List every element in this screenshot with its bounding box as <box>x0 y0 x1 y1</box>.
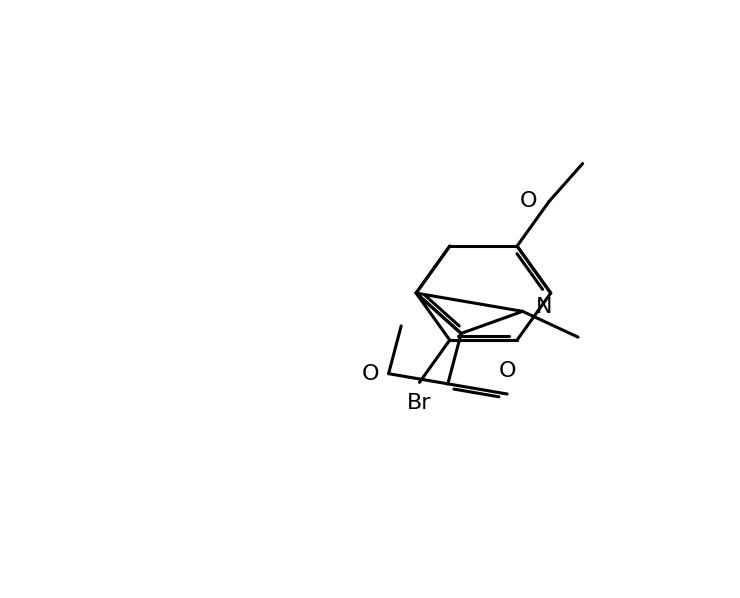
Text: O: O <box>498 361 516 381</box>
Text: Br: Br <box>407 393 431 413</box>
Text: O: O <box>519 191 537 212</box>
Text: O: O <box>362 364 379 384</box>
Text: N: N <box>536 297 552 316</box>
